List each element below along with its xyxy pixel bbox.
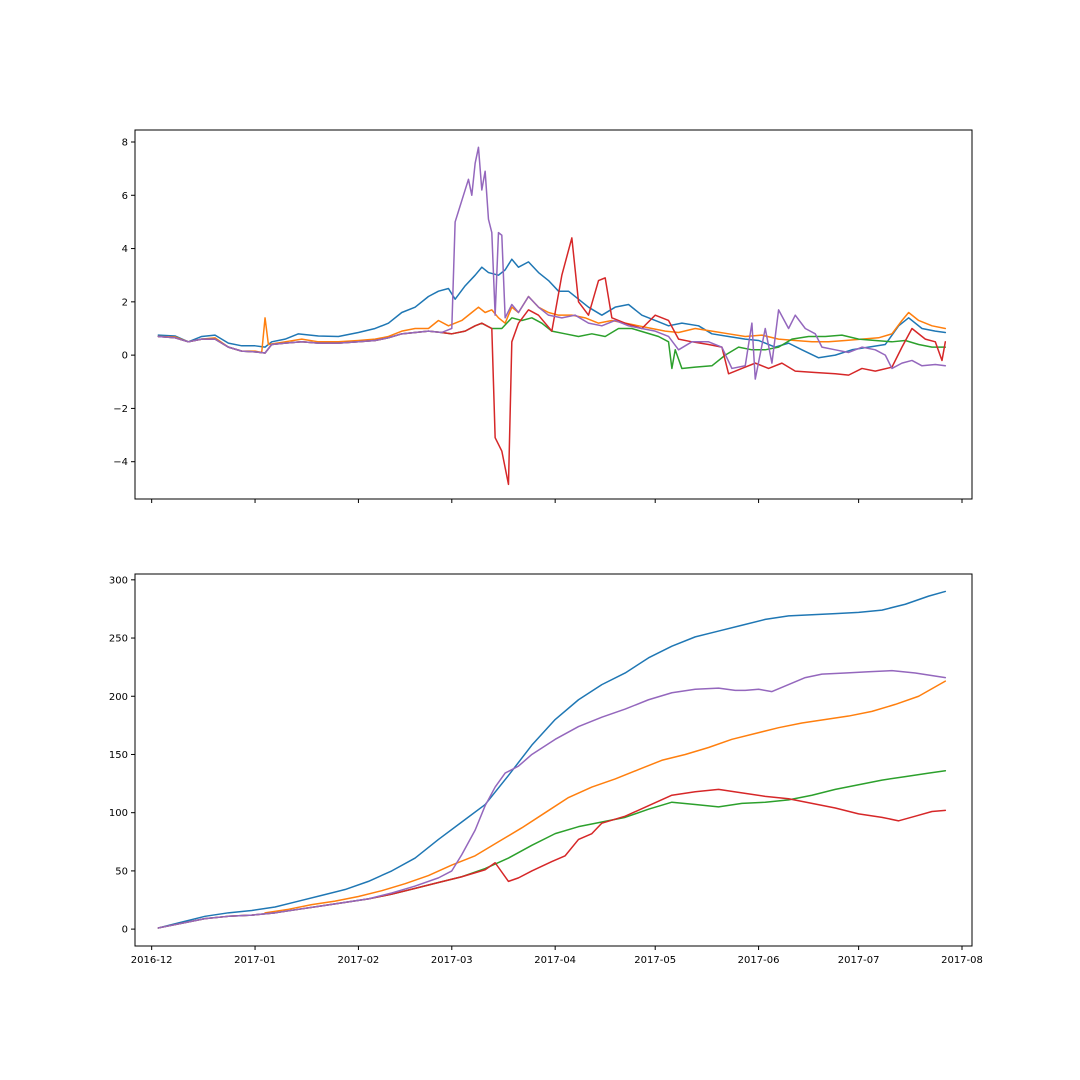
bottom-series-line-1 xyxy=(157,590,947,929)
bottom-y-tick-label: 300 xyxy=(109,575,128,586)
bottom-x-tick-label: 2017-05 xyxy=(634,955,676,966)
top-y-tick-label: 8 xyxy=(122,137,128,148)
bottom-x-tick-label: 2017-03 xyxy=(431,955,473,966)
bottom-y-tick-label: 200 xyxy=(109,692,128,703)
bottom-y-tick-label: 100 xyxy=(109,808,128,819)
top-axes: −4 −2 0 2 4 6 8 xyxy=(113,129,973,503)
bottom-x-tick-label: 2016-12 xyxy=(131,955,173,966)
top-y-ticks: −4 −2 0 2 4 6 8 xyxy=(113,137,135,468)
top-y-tick-label: 4 xyxy=(122,244,128,255)
top-axes-frame xyxy=(134,129,973,500)
top-x-ticks xyxy=(151,499,963,503)
bottom-y-tick-label: 250 xyxy=(109,634,128,645)
bottom-y-tick-label: 0 xyxy=(122,925,128,936)
top-y-tick-label: 6 xyxy=(122,191,128,202)
bottom-x-tick-label: 2017-08 xyxy=(941,955,983,966)
bottom-x-tick-label: 2017-02 xyxy=(338,955,380,966)
bottom-series-layer xyxy=(157,590,947,929)
bottom-x-tick-label: 2017-04 xyxy=(534,955,576,966)
top-series-line-1 xyxy=(157,258,947,359)
bottom-x-tick-label: 2017-01 xyxy=(234,955,276,966)
bottom-x-tick-label: 2017-07 xyxy=(838,955,880,966)
bottom-axes-frame xyxy=(134,573,973,947)
top-y-tick-label: −4 xyxy=(113,457,128,468)
top-y-tick-label: 2 xyxy=(122,297,128,308)
top-y-tick-label: 0 xyxy=(122,351,128,362)
top-series-line-5 xyxy=(157,146,947,380)
bottom-series-line-2 xyxy=(264,680,947,914)
bottom-axes: 2016-12 2017-01 2017-02 2017-03 2017-04 2017-… xyxy=(109,573,983,966)
bottom-series-line-5 xyxy=(157,669,947,929)
bottom-y-tick-label: 50 xyxy=(115,866,128,877)
bottom-x-tick-label: 2017-06 xyxy=(738,955,780,966)
bottom-y-ticks: 0 50 100 150 200 250 300 xyxy=(109,575,135,936)
top-series-layer xyxy=(157,146,947,486)
bottom-x-ticks: 2016-12 2017-01 2017-02 2017-03 2017-04 2017-… xyxy=(131,946,983,966)
bottom-y-tick-label: 150 xyxy=(109,750,128,761)
top-y-tick-label: −2 xyxy=(113,404,128,415)
